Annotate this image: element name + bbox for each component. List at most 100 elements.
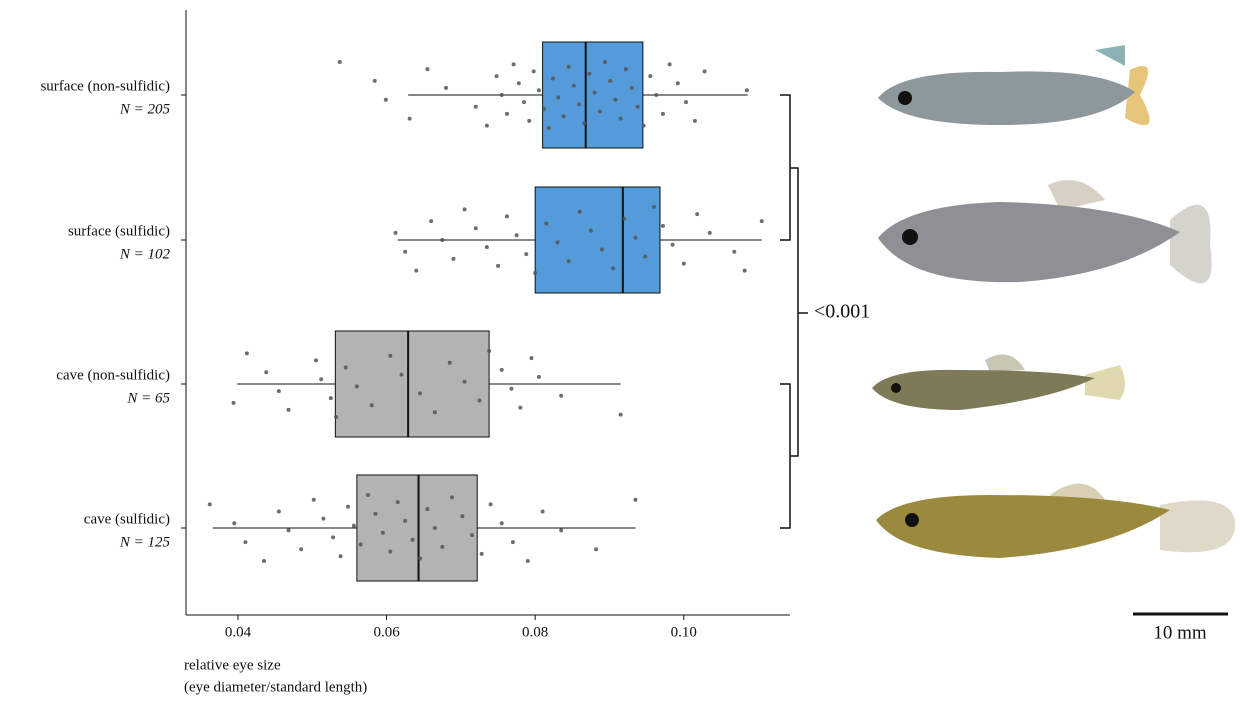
data-point (524, 252, 528, 256)
data-point (732, 250, 736, 254)
data-point (495, 74, 499, 78)
data-point (643, 255, 647, 259)
data-point (277, 510, 281, 514)
data-point (485, 124, 489, 128)
sample-size: N = 102 (119, 246, 171, 262)
data-point (532, 69, 536, 73)
data-point (598, 110, 602, 114)
data-point (403, 250, 407, 254)
data-point (394, 231, 398, 235)
data-point (299, 547, 303, 551)
data-point (321, 517, 325, 521)
data-point (287, 528, 291, 532)
data-point (408, 117, 412, 121)
data-point (648, 74, 652, 78)
data-point (703, 69, 707, 73)
data-point (433, 410, 437, 414)
data-point (555, 240, 559, 244)
data-point (403, 519, 407, 523)
data-point (567, 259, 571, 263)
box (543, 42, 643, 148)
data-point (633, 236, 637, 240)
data-point (319, 377, 323, 381)
data-point (561, 114, 565, 118)
significance-brackets (780, 95, 808, 528)
x-axis-label: (eye diameter/standard length) (184, 679, 367, 695)
data-point (388, 550, 392, 554)
data-point (277, 389, 281, 393)
data-point (463, 380, 467, 384)
data-point (613, 98, 617, 102)
data-point (373, 512, 377, 516)
data-point (708, 231, 712, 235)
data-point (559, 394, 563, 398)
data-point (232, 521, 236, 525)
scale-label: 10 mm (1153, 622, 1207, 643)
data-point (208, 502, 212, 506)
data-point (477, 399, 481, 403)
data-point (384, 98, 388, 102)
box (535, 187, 660, 293)
data-point (559, 528, 563, 532)
data-point (381, 531, 385, 535)
data-point (480, 552, 484, 556)
bracket (780, 95, 790, 240)
data-point (411, 538, 415, 542)
data-point (243, 540, 247, 544)
data-point (619, 117, 623, 121)
data-point (262, 559, 266, 563)
data-point (533, 271, 537, 275)
data-point (603, 60, 607, 64)
data-point (509, 387, 513, 391)
data-point (541, 510, 545, 514)
data-point (489, 502, 493, 506)
data-point (500, 93, 504, 97)
data-point (373, 79, 377, 83)
data-point (448, 361, 452, 365)
p-value: <0.001 (814, 301, 870, 323)
data-point (577, 102, 581, 106)
data-point (346, 505, 350, 509)
category-label: surface (non-sulfidic) (40, 78, 170, 94)
data-point (522, 100, 526, 104)
data-point (500, 368, 504, 372)
data-point (287, 408, 291, 412)
fish (878, 45, 1150, 125)
data-point (594, 547, 598, 551)
data-point (485, 245, 489, 249)
data-point (500, 521, 504, 525)
data-point (582, 121, 586, 125)
data-point (463, 207, 467, 211)
data-point (331, 535, 335, 539)
data-point (338, 60, 342, 64)
data-point (366, 493, 370, 497)
sample-size: N = 125 (119, 534, 171, 550)
data-point (542, 107, 546, 111)
data-point (745, 88, 749, 92)
data-point (633, 498, 637, 502)
bracket (780, 384, 790, 528)
data-point (352, 524, 356, 528)
data-point (339, 554, 343, 558)
x-axis-label: relative eye size (184, 657, 281, 673)
data-point (760, 219, 764, 223)
data-point (517, 81, 521, 85)
data-point (529, 356, 533, 360)
x-tick-label: 0.08 (522, 624, 548, 640)
fish (876, 484, 1235, 558)
data-point (518, 406, 522, 410)
data-point (537, 375, 541, 379)
data-point (622, 217, 626, 221)
data-point (388, 354, 392, 358)
data-point (693, 119, 697, 123)
data-point (526, 559, 530, 563)
data-point (642, 124, 646, 128)
data-point (515, 233, 519, 237)
data-point (232, 401, 236, 405)
data-point (474, 105, 478, 109)
fish (878, 180, 1212, 283)
data-point (661, 112, 665, 116)
data-point (245, 351, 249, 355)
data-point (537, 88, 541, 92)
data-point (418, 557, 422, 561)
